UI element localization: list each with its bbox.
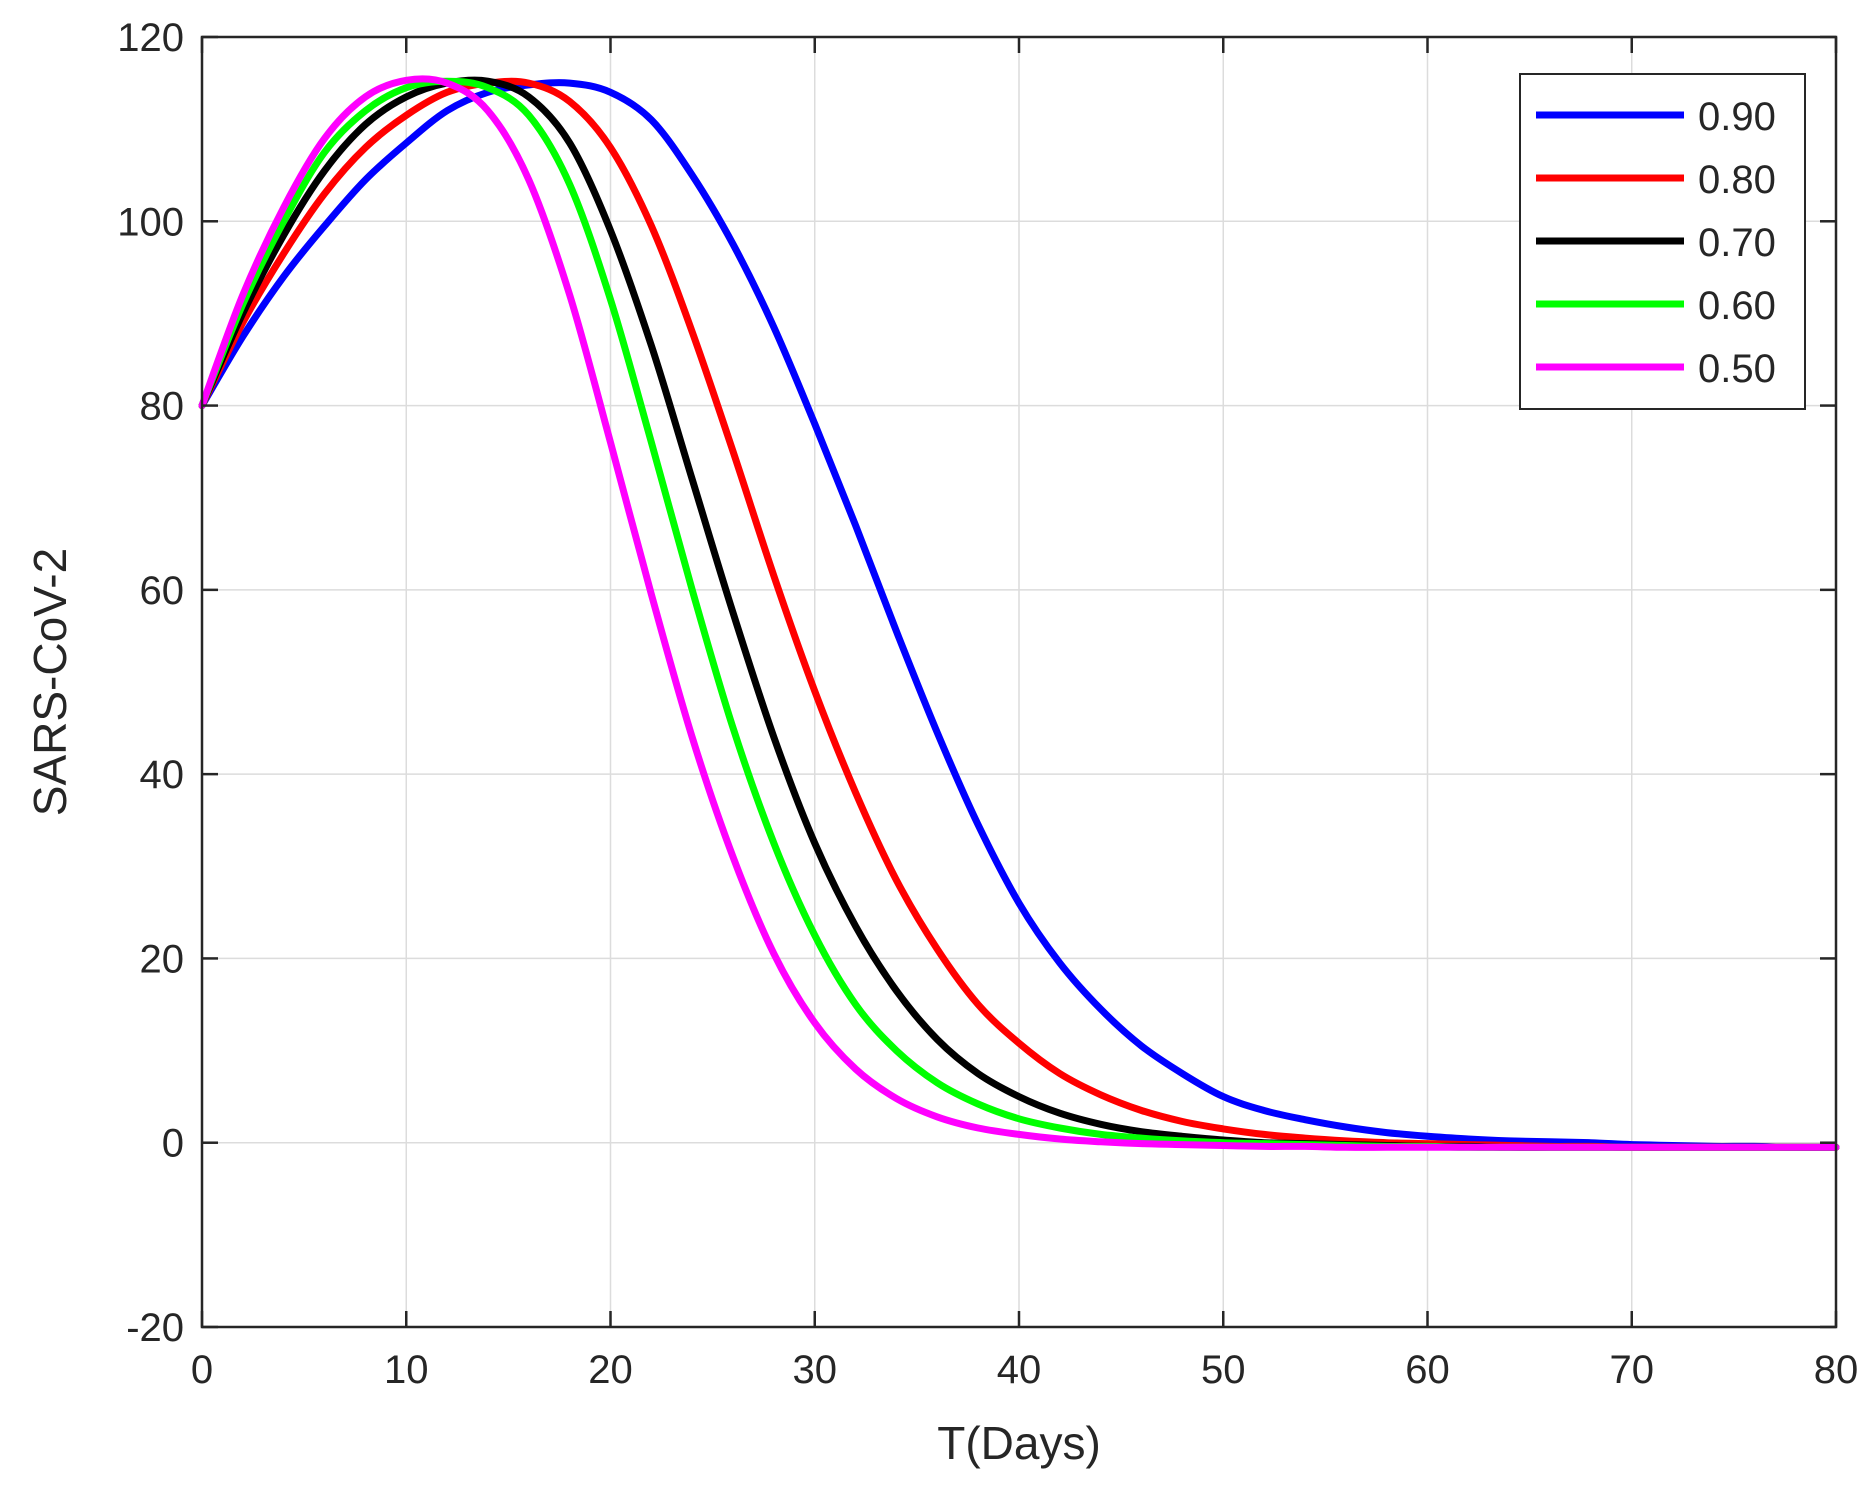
x-tick-label: 0 [191, 1348, 213, 1392]
y-tick-label: 80 [140, 385, 185, 429]
y-tick-label: 20 [140, 937, 185, 981]
x-tick-label: 50 [1201, 1348, 1246, 1392]
x-axis-label: T(Days) [937, 1417, 1101, 1469]
series-line-0-50 [198, 75, 1840, 1151]
series-line-0-90 [198, 79, 1840, 1151]
x-tick-label: 20 [588, 1348, 633, 1392]
legend-label: 0.60 [1698, 284, 1776, 328]
legend-label: 0.70 [1698, 221, 1776, 265]
y-tick-label: 100 [117, 200, 184, 244]
x-tick-label: 30 [793, 1348, 838, 1392]
series-group [198, 75, 1840, 1151]
x-tick-label: 40 [997, 1348, 1042, 1392]
y-tick-label: 120 [117, 16, 184, 60]
y-axis-label: SARS-CoV-2 [24, 548, 76, 816]
legend-label: 0.90 [1698, 95, 1776, 139]
y-tick-label: 60 [140, 569, 185, 613]
legend-label: 0.50 [1698, 347, 1776, 391]
y-tick-label: -20 [126, 1306, 184, 1350]
y-tick-label: 40 [140, 753, 185, 797]
x-tick-label: 10 [384, 1348, 429, 1392]
legend-label: 0.80 [1698, 158, 1776, 202]
x-tick-label: 80 [1814, 1348, 1859, 1392]
x-tick-label: 60 [1405, 1348, 1450, 1392]
legend: 0.90 0.80 0.70 0.60 0.50 [1519, 73, 1806, 410]
y-tick-label: 0 [162, 1122, 184, 1166]
x-tick-label: 70 [1610, 1348, 1655, 1392]
